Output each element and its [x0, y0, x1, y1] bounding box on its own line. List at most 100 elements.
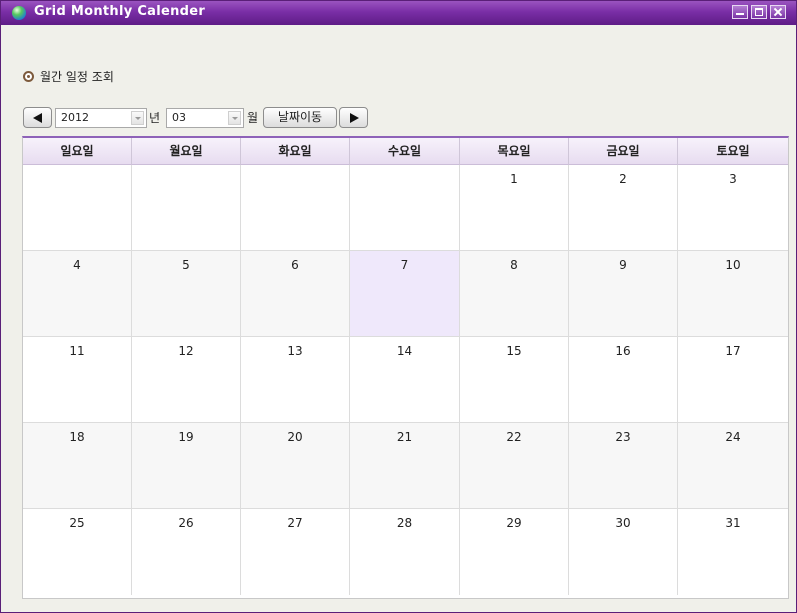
calendar-day-cell[interactable]: 12 [132, 337, 241, 423]
chevron-down-icon[interactable] [228, 111, 241, 125]
calendar-day-cell[interactable]: 19 [132, 423, 241, 509]
calendar-day-cell[interactable]: 15 [460, 337, 569, 423]
globe-icon [12, 6, 26, 20]
calendar-grid: 일요일 월요일 화요일 수요일 목요일 금요일 토요일 1 2 3 4 5 6 7 8 9 10 11 12 13 1… [22, 136, 789, 599]
day-number: 29 [506, 516, 522, 530]
weekday-header-cell: 금요일 [569, 138, 678, 165]
title-bar[interactable]: Grid Monthly Calender [1, 1, 796, 25]
day-number: 7 [400, 258, 409, 272]
calendar-day-cell[interactable]: 20 [241, 423, 350, 509]
calendar-day-cell[interactable]: 1 [460, 165, 569, 251]
calendar-day-cell[interactable]: 10 [678, 251, 788, 337]
year-unit-label: 년 [149, 111, 161, 125]
calendar-day-cell[interactable]: 25 [23, 509, 132, 595]
triangle-right-icon [350, 113, 359, 123]
weekday-header-cell: 일요일 [23, 138, 132, 165]
day-number: 19 [178, 430, 194, 444]
weekday-header-cell: 토요일 [678, 138, 788, 165]
day-number: 25 [69, 516, 85, 530]
month-select[interactable]: 03 [166, 108, 244, 128]
day-number: 12 [178, 344, 194, 358]
go-to-date-button[interactable]: 날짜이동 [263, 107, 337, 128]
day-number: 6 [291, 258, 299, 272]
weekday-header: 일요일 월요일 화요일 수요일 목요일 금요일 토요일 [23, 138, 788, 165]
day-number: 13 [287, 344, 303, 358]
day-number: 28 [396, 516, 413, 530]
prev-month-button[interactable] [23, 107, 52, 128]
day-number: 31 [725, 516, 741, 530]
weekday-header-cell: 목요일 [460, 138, 569, 165]
calendar-week-row: 18 19 20 21 22 23 24 [23, 423, 788, 509]
day-number: 14 [396, 344, 413, 358]
calendar-day-cell[interactable]: 5 [132, 251, 241, 337]
calendar-day-cell[interactable]: 3 [678, 165, 788, 251]
day-number: 1 [510, 172, 518, 186]
calendar-day-cell[interactable]: 16 [569, 337, 678, 423]
day-number: 17 [725, 344, 741, 358]
weekday-header-cell: 월요일 [132, 138, 241, 165]
day-number: 22 [506, 430, 522, 444]
calendar-day-cell[interactable]: 18 [23, 423, 132, 509]
calendar-day-cell[interactable]: 31 [678, 509, 788, 595]
calendar-day-cell[interactable]: 8 [460, 251, 569, 337]
day-number: 9 [619, 258, 627, 272]
calendar-day-cell[interactable]: 14 [350, 337, 460, 423]
day-number: 10 [725, 258, 741, 272]
day-number: 30 [615, 516, 631, 530]
month-unit-label: 월 [247, 111, 259, 125]
calendar-day-cell[interactable]: 30 [569, 509, 678, 595]
day-number: 20 [287, 430, 303, 444]
close-button[interactable] [770, 5, 786, 19]
day-number: 15 [506, 344, 522, 358]
calendar-day-cell[interactable]: 29 [460, 509, 569, 595]
chevron-down-icon[interactable] [131, 111, 144, 125]
year-select[interactable]: 2012 [55, 108, 147, 128]
monthly-view-label: 월간 일정 조회 [40, 70, 114, 84]
calendar-day-cell[interactable] [132, 165, 241, 251]
calendar-day-cell[interactable]: 4 [23, 251, 132, 337]
calendar-week-row: 4 5 6 7 8 9 10 [23, 251, 788, 337]
day-number: 5 [182, 258, 190, 272]
day-number: 16 [615, 344, 631, 358]
day-number: 11 [69, 344, 85, 358]
month-select-value: 03 [172, 111, 186, 124]
minimize-button[interactable] [732, 5, 748, 19]
day-number: 23 [615, 430, 631, 444]
day-number: 26 [178, 516, 194, 530]
calendar-week-row: 1 2 3 [23, 165, 788, 251]
calendar-day-cell[interactable] [23, 165, 132, 251]
day-number: 3 [729, 172, 737, 186]
calendar-week-row: 25 26 27 28 29 30 31 [23, 509, 788, 595]
calendar-day-cell[interactable] [350, 165, 460, 251]
day-number: 2 [619, 172, 627, 186]
day-number: 4 [73, 258, 81, 272]
window-title: Grid Monthly Calender [34, 4, 206, 19]
day-number: 8 [510, 258, 518, 272]
calendar-day-cell[interactable]: 27 [241, 509, 350, 595]
calendar-day-cell[interactable]: 23 [569, 423, 678, 509]
calendar-day-cell[interactable]: 22 [460, 423, 569, 509]
day-number: 24 [725, 430, 741, 444]
next-month-button[interactable] [339, 107, 368, 128]
day-number: 18 [69, 430, 85, 444]
calendar-day-cell[interactable]: 28 [350, 509, 460, 595]
calendar-day-cell[interactable]: 2 [569, 165, 678, 251]
monthly-view-radio[interactable] [23, 71, 34, 82]
calendar-day-cell[interactable]: 7 [350, 251, 460, 337]
weekday-header-cell: 수요일 [350, 138, 460, 165]
maximize-button[interactable] [751, 5, 767, 19]
calendar-day-cell[interactable]: 6 [241, 251, 350, 337]
calendar-day-cell[interactable]: 11 [23, 337, 132, 423]
calendar-day-cell[interactable]: 26 [132, 509, 241, 595]
calendar-day-cell[interactable]: 13 [241, 337, 350, 423]
calendar-day-cell[interactable]: 17 [678, 337, 788, 423]
calendar-day-cell[interactable]: 9 [569, 251, 678, 337]
weekday-header-cell: 화요일 [241, 138, 350, 165]
calendar-day-cell[interactable] [241, 165, 350, 251]
year-select-value: 2012 [61, 111, 89, 124]
day-number: 21 [396, 430, 413, 444]
calendar-day-cell[interactable]: 24 [678, 423, 788, 509]
calendar-day-cell[interactable]: 21 [350, 423, 460, 509]
calendar-week-row: 11 12 13 14 15 16 17 [23, 337, 788, 423]
